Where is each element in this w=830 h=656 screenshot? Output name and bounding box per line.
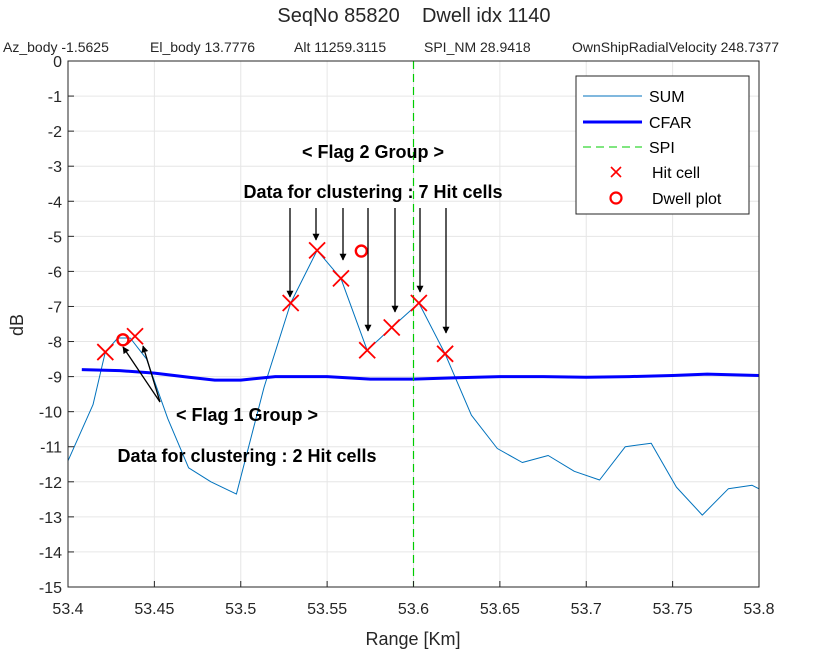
x-tick-label: 53.65 bbox=[480, 601, 520, 618]
dwell-plot-marker bbox=[354, 244, 369, 258]
y-tick-label: -13 bbox=[39, 510, 62, 527]
y-tick-label: 0 bbox=[53, 54, 62, 71]
y-tick-label: -8 bbox=[48, 335, 62, 352]
x-tick-label: 53.7 bbox=[571, 601, 602, 618]
marker-layer bbox=[96, 241, 454, 363]
y-tick-label: -1 bbox=[48, 89, 62, 106]
y-tick-label: -4 bbox=[48, 194, 62, 211]
y-tick-label: -15 bbox=[39, 580, 62, 597]
flag1-title: < Flag 1 Group > bbox=[176, 405, 318, 425]
x-tick-label: 53.55 bbox=[307, 601, 347, 618]
hit-cell-marker bbox=[436, 345, 454, 363]
hit-cell-marker bbox=[358, 341, 376, 359]
y-tick-label: -11 bbox=[40, 440, 62, 457]
y-tick-label: -7 bbox=[48, 299, 62, 316]
y-tick-label: -9 bbox=[48, 370, 62, 387]
chart-title: SeqNo 85820 Dwell idx 1140 bbox=[277, 5, 550, 27]
subtitle-alt: Alt 11259.3115 bbox=[294, 39, 386, 55]
ticks: 53.4 53.45 53.5 53.55 53.6 53.65 53.7 53.75 53.8… bbox=[39, 54, 775, 618]
legend-swatch-dwell-plot bbox=[609, 191, 623, 205]
y-axis-label: dB bbox=[7, 314, 27, 336]
y-tick-label: -3 bbox=[48, 159, 62, 176]
flag2-title: < Flag 2 Group > bbox=[302, 142, 444, 162]
hit-cell-marker bbox=[410, 294, 428, 312]
hit-cell-marker bbox=[126, 327, 144, 345]
legend-label-sum: SUM bbox=[649, 89, 685, 106]
legend-swatch-hit-cell bbox=[610, 166, 622, 178]
legend-box bbox=[575, 75, 750, 215]
subtitle-spi: SPI_NM 28.9418 bbox=[424, 39, 531, 55]
y-tick-label: -12 bbox=[39, 475, 62, 492]
flag1-arrows bbox=[122, 345, 161, 403]
flag2-data: Data for clustering : 7 Hit cells bbox=[243, 182, 502, 202]
y-tick-label: -10 bbox=[39, 405, 62, 422]
hit-cell-marker bbox=[282, 294, 300, 312]
hit-cell-marker bbox=[96, 343, 114, 361]
flag1-arrow-1 bbox=[122, 346, 161, 403]
y-tick-label: -2 bbox=[48, 124, 62, 141]
legend-label-hit-cell: Hit cell bbox=[652, 165, 700, 182]
x-tick-label: 53.5 bbox=[225, 601, 256, 618]
x-tick-label: 53.6 bbox=[398, 601, 429, 618]
x-tick-label: 53.4 bbox=[52, 601, 83, 618]
series-cfar-line bbox=[81, 368, 759, 382]
legend: SUM CFAR SPI Hit cell Dwell plot bbox=[575, 75, 750, 215]
x-tick-label: 53.75 bbox=[653, 601, 693, 618]
subtitle-el: El_body 13.7776 bbox=[150, 39, 255, 55]
y-tick-label: -14 bbox=[39, 545, 62, 562]
flag1-arrow-2 bbox=[141, 345, 161, 403]
flag1-data: Data for clustering : 2 Hit cells bbox=[117, 446, 376, 466]
hit-cell-marker bbox=[383, 318, 401, 337]
hit-cell-marker bbox=[308, 241, 326, 259]
x-axis-label: Range [Km] bbox=[365, 629, 460, 649]
flag2-arrows bbox=[286, 208, 450, 334]
legend-label-dwell-plot: Dwell plot bbox=[652, 191, 722, 208]
subtitle-velocity: OwnShipRadialVelocity 248.7377 bbox=[572, 39, 779, 55]
dwell-plot-marker bbox=[116, 333, 130, 347]
subtitle-az: Az_body -1.5625 bbox=[3, 39, 109, 55]
legend-label-cfar: CFAR bbox=[649, 115, 692, 132]
y-tick-label: -6 bbox=[48, 264, 62, 281]
hit-cell-marker bbox=[332, 269, 350, 288]
x-tick-label: 53.8 bbox=[743, 601, 774, 618]
x-tick-label: 53.45 bbox=[134, 601, 174, 618]
y-tick-label: -5 bbox=[48, 229, 62, 246]
legend-label-spi: SPI bbox=[649, 140, 675, 157]
